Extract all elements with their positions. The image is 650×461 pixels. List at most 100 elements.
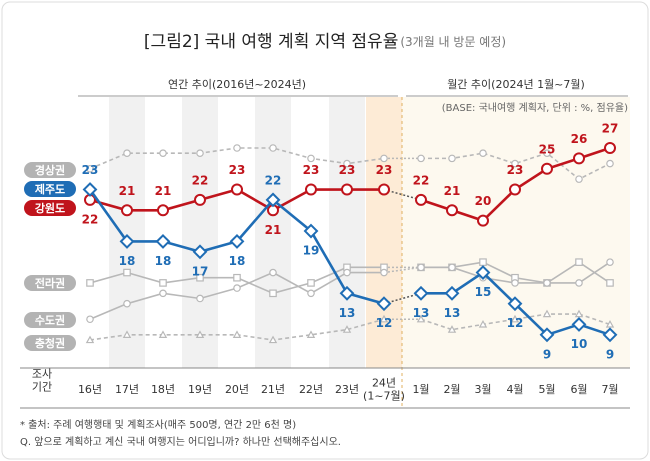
data-label: 21 — [155, 184, 172, 198]
marker — [121, 204, 133, 217]
x-tick-label: 21년 — [261, 383, 285, 396]
marker — [233, 284, 241, 292]
marker — [159, 279, 167, 287]
data-label: 17 — [192, 264, 209, 278]
marker — [123, 299, 131, 308]
marker — [604, 142, 616, 154]
data-label: 23 — [339, 163, 356, 177]
marker — [602, 327, 618, 343]
data-label: 13 — [339, 306, 356, 320]
marker — [571, 317, 587, 332]
marker — [265, 192, 281, 208]
data-label: 25 — [539, 142, 556, 156]
footnote: Q. 앞으로 계획하고 계신 국내 여행지는 어디입니까? 하나만 선택해주십시… — [20, 435, 341, 448]
marker — [376, 296, 392, 312]
marker — [479, 149, 487, 157]
data-label: 12 — [376, 316, 393, 330]
marker — [341, 183, 353, 196]
data-label: 23 — [229, 163, 246, 177]
column-band — [109, 97, 145, 368]
marker — [86, 279, 94, 287]
marker — [510, 314, 520, 323]
marker — [231, 183, 243, 196]
legend-pill — [24, 312, 76, 328]
marker — [339, 285, 355, 301]
marker — [307, 154, 315, 163]
marker — [196, 294, 204, 303]
marker — [605, 319, 615, 328]
legend-label: 경상권 — [35, 163, 65, 177]
x-tick-label: 1월 — [412, 383, 429, 396]
marker — [196, 273, 204, 282]
marker — [574, 309, 584, 318]
marker — [119, 233, 135, 249]
legend-label: 충청권 — [35, 336, 65, 350]
marker — [606, 258, 614, 266]
marker — [417, 263, 425, 272]
data-label: 22 — [192, 173, 209, 187]
data-label: 23 — [376, 163, 393, 177]
data-label: 18 — [155, 254, 172, 268]
x-tick-label: 20년 — [225, 383, 249, 396]
marker — [269, 268, 277, 277]
marker — [416, 314, 426, 323]
legend-pill — [24, 275, 76, 291]
x-tick-label: 5월 — [538, 383, 555, 396]
x-tick-label: 23년 — [335, 383, 359, 396]
legend-pill — [24, 162, 76, 178]
data-label: 23 — [82, 163, 99, 177]
data-label: 21 — [265, 223, 282, 237]
marker — [196, 149, 204, 157]
data-label: 22 — [82, 212, 99, 226]
marker — [86, 315, 94, 324]
data-label: 23 — [303, 163, 320, 177]
marker — [342, 325, 352, 333]
marker — [303, 223, 319, 239]
data-label: 20 — [475, 194, 492, 208]
marker — [606, 159, 614, 168]
marker — [413, 285, 429, 301]
marker — [343, 268, 351, 277]
marker — [447, 325, 457, 333]
marker — [379, 314, 389, 323]
data-label: 15 — [475, 285, 492, 299]
legend-label: 수도권 — [35, 314, 65, 327]
marker — [380, 268, 388, 277]
marker — [85, 335, 95, 344]
marker — [268, 335, 278, 344]
marker — [509, 183, 521, 196]
data-label: 22 — [265, 173, 282, 187]
data-label: 21 — [444, 184, 461, 198]
marker — [233, 273, 241, 282]
marker — [86, 164, 94, 173]
marker — [479, 258, 487, 266]
marker — [475, 265, 491, 280]
marker — [307, 279, 315, 287]
x-tick-label: 19년 — [188, 383, 212, 396]
monthly-header: 월간 추이(2024년 1월~7월) — [447, 78, 585, 91]
legend-label: 강원도 — [35, 201, 65, 215]
marker — [511, 159, 519, 168]
legend-label: 전라권 — [35, 276, 65, 290]
data-label: 21 — [119, 184, 136, 198]
x-tick-label: 3월 — [474, 383, 491, 396]
data-label: 19 — [303, 244, 320, 258]
marker — [543, 149, 551, 157]
footnote: * 출처: 주례 여행행태 및 계획조사(매주 500명, 연간 2만 6천 명… — [20, 419, 296, 431]
marker — [448, 154, 456, 163]
marker — [477, 214, 489, 227]
marker — [446, 204, 458, 217]
marker — [159, 149, 167, 157]
marker — [448, 263, 456, 272]
marker — [123, 268, 131, 277]
period-connector — [383, 292, 422, 305]
data-label: 10 — [571, 337, 588, 351]
x-tick-label: 17년 — [115, 383, 139, 396]
annual-header: 연간 추이(2016년~2024년) — [168, 78, 306, 91]
legend-pill — [24, 335, 76, 351]
data-label: 9 — [543, 347, 551, 361]
legend-pill — [24, 200, 76, 216]
data-label: 13 — [413, 306, 430, 320]
x-tick-label: 18년 — [151, 383, 175, 396]
